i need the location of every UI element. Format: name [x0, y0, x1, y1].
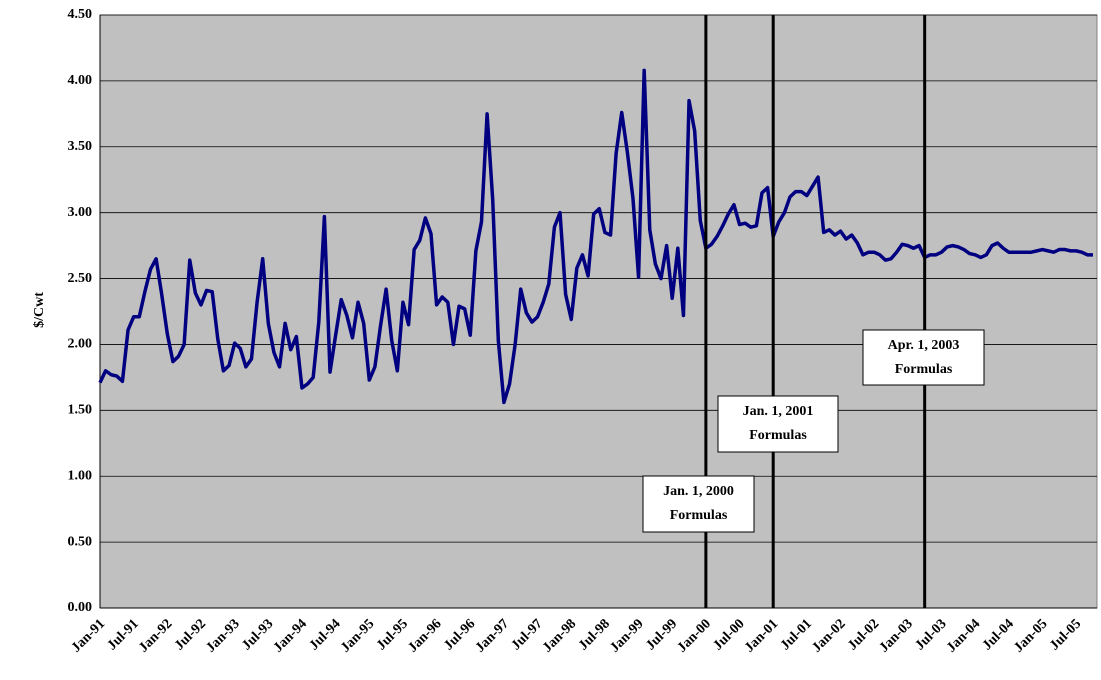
x-tick-label: Jul-91: [105, 616, 142, 653]
y-axis-label: $/Cwt: [32, 292, 47, 328]
annotation-text: Formulas: [670, 508, 728, 523]
x-tick-label: Jul-92: [172, 616, 209, 653]
annotation-text: Formulas: [895, 362, 953, 377]
y-tick-label: 2.00: [68, 337, 93, 352]
annotation-text: Apr. 1, 2003: [888, 338, 960, 353]
x-tick-label: Jan-98: [540, 616, 579, 655]
x-tick-label: Jan-93: [204, 616, 243, 655]
y-tick-label: 0.00: [68, 600, 93, 615]
x-tick-label: Jan-01: [742, 616, 781, 655]
x-tick-label: Jul-94: [307, 616, 344, 653]
x-tick-label: Jan-94: [271, 616, 310, 655]
x-tick-label: Jan-00: [675, 616, 714, 655]
annotation-box: [717, 395, 839, 453]
x-tick-label: Jul-00: [711, 616, 748, 653]
plot-area: [99, 14, 1098, 609]
x-tick-label: Jul-01: [778, 616, 815, 653]
x-tick-label: Jan-99: [607, 616, 646, 655]
x-tick-label: Jan-97: [473, 616, 512, 655]
y-tick-label: 1.50: [68, 403, 93, 418]
x-tick-label: Jan-02: [809, 616, 848, 655]
annotation-text: Jan. 1, 2000: [663, 484, 734, 499]
annotation-box: [862, 329, 985, 386]
y-tick-label: 4.50: [68, 7, 93, 22]
x-tick-label: Jul-95: [374, 616, 411, 653]
x-tick-label: Jan-95: [338, 616, 377, 655]
x-tick-label: Jul-99: [643, 616, 680, 653]
x-tick-label: Jan-96: [405, 616, 444, 655]
x-tick-label: Jan-92: [136, 616, 175, 655]
x-tick-label: Jul-03: [913, 616, 950, 653]
x-tick-label: Jul-97: [509, 616, 546, 653]
y-tick-label: 3.00: [68, 205, 93, 220]
annotation-box: [642, 475, 755, 533]
data-line: [98, 68, 1093, 405]
y-tick-label: 3.50: [68, 139, 93, 154]
y-tick-label: 1.00: [68, 468, 93, 483]
y-tick-label: 2.50: [68, 271, 93, 286]
x-tick-label: Jan-04: [944, 616, 983, 655]
x-tick-label: Jan-91: [69, 616, 108, 655]
x-tick-label: Jul-96: [441, 616, 478, 653]
y-tick-label: 4.00: [68, 73, 93, 88]
y-tick-label: 0.50: [68, 534, 93, 549]
annotation-text: Jan. 1, 2001: [743, 404, 814, 419]
x-tick-label: Jul-04: [980, 616, 1017, 653]
x-tick-label: Jul-02: [845, 616, 882, 653]
x-tick-label: Jan-05: [1011, 616, 1050, 655]
annotation-text: Formulas: [749, 428, 807, 443]
x-tick-label: Jan-03: [877, 616, 916, 655]
x-tick-label: Jul-93: [239, 616, 276, 653]
x-tick-label: Jul-98: [576, 616, 613, 653]
x-tick-label: Jul-05: [1047, 616, 1084, 653]
